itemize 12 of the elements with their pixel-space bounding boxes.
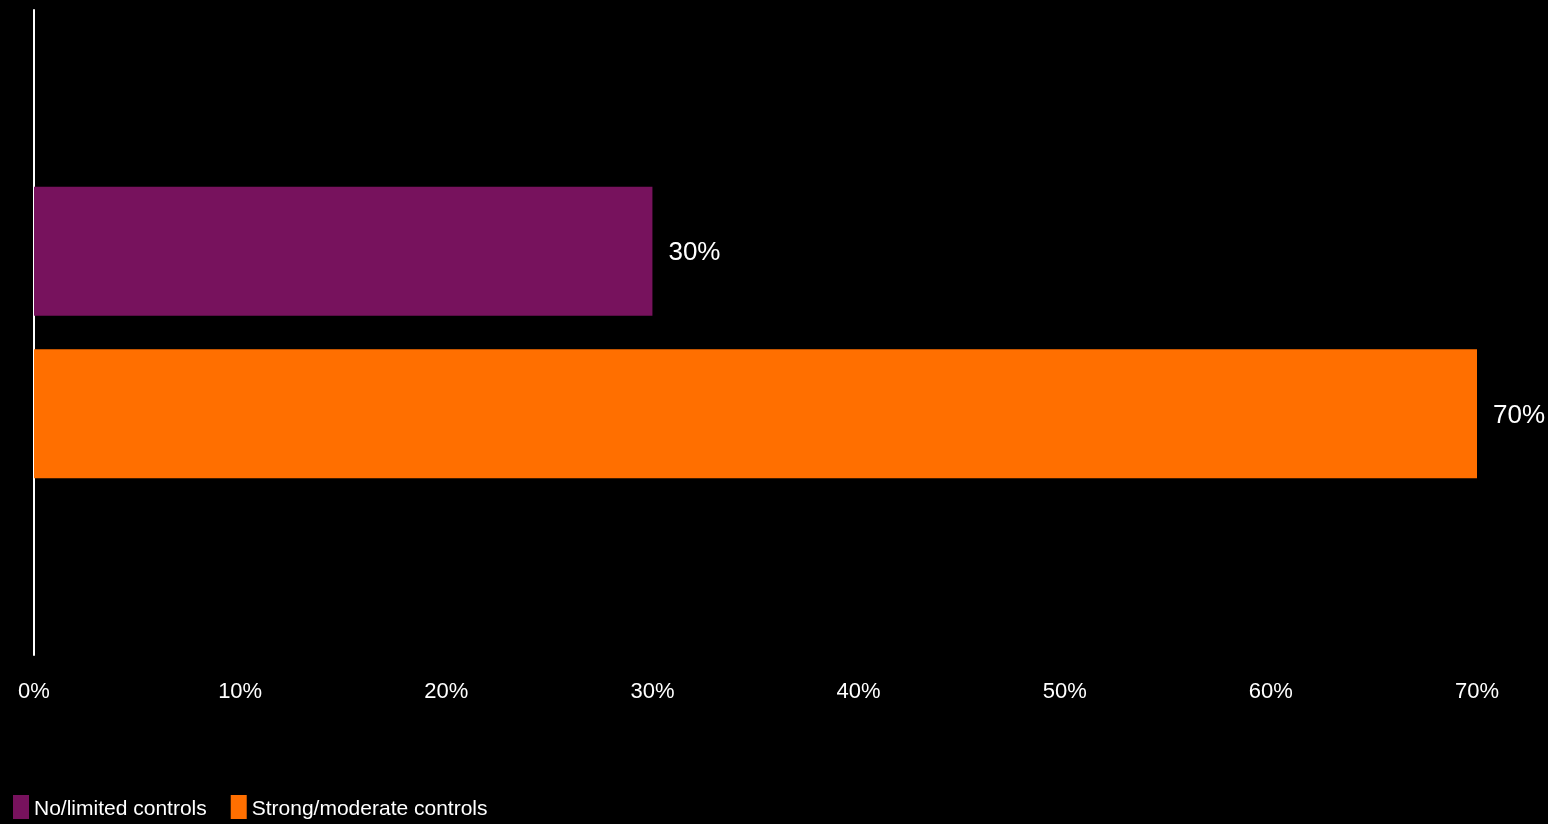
x-tick-label: 60% — [1248, 677, 1293, 703]
data-label: 70% — [1493, 398, 1546, 429]
x-tick-label: 40% — [836, 677, 881, 703]
x-tick-label: 50% — [1042, 677, 1087, 703]
x-tick-label: 30% — [630, 677, 675, 703]
legend-label: Strong/moderate controls — [251, 795, 488, 819]
x-tick-label: 20% — [424, 677, 469, 703]
x-tick-label: 70% — [1454, 677, 1500, 703]
x-tick-label: 10% — [218, 677, 263, 703]
legend-label: No/limited controls — [34, 795, 207, 819]
data-label: 30% — [668, 236, 721, 267]
x-tick-label: 0% — [18, 677, 50, 703]
